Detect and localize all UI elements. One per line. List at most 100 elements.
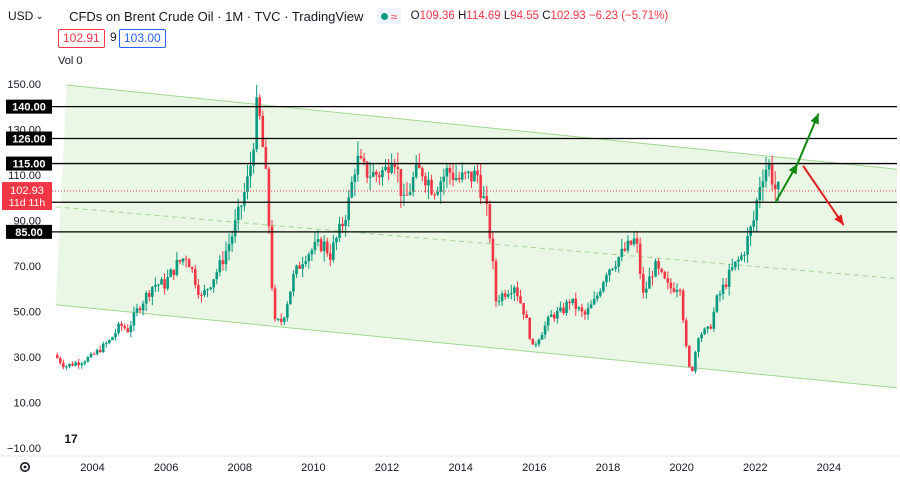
candle [473,165,476,182]
candle-body [648,276,651,289]
level-tag-label: 140.00 [12,102,46,114]
currency-label[interactable]: USD [8,9,34,23]
candle [163,273,166,295]
candle-body [522,303,525,315]
candle [144,290,148,312]
low-value: 94.55 [510,9,540,22]
candle-body [276,318,280,320]
currency-chevron-icon[interactable]: ⌄ [35,10,44,22]
candle-body [700,334,703,339]
candle [497,295,501,306]
candle [556,307,559,324]
candle [316,230,320,247]
candle-body [132,312,136,326]
candle-body [485,196,489,204]
candle-body [470,171,473,182]
candle-body [602,282,605,292]
candle-body [605,275,608,283]
candle [718,290,722,302]
candle-body [598,291,602,296]
candle [279,313,283,326]
candle [147,289,151,302]
candle-body [236,206,240,221]
status-badge[interactable]: ≈ [376,8,402,24]
candle [89,351,93,359]
candle-body [552,314,556,319]
candle-body [101,343,105,353]
candle-body [414,164,418,177]
candle [375,169,378,183]
candle-body [120,323,123,327]
candle [298,261,301,270]
candle [264,139,268,170]
candle [74,360,77,367]
candle-body [181,258,185,262]
candle-body [92,353,96,355]
candle [341,217,344,234]
candle [442,168,446,195]
candle [286,301,289,322]
candle-body [411,176,415,193]
sell-price-button[interactable]: 102.91 [58,29,105,48]
candle [292,270,295,297]
candle [282,316,286,326]
candle [319,236,323,253]
candle-body [617,257,621,267]
candle [243,182,246,212]
candle-body [525,314,528,318]
candle [273,284,277,322]
candle-body [307,254,311,262]
candle [773,171,777,200]
current-price-tag-bg [2,182,52,211]
candle-body [669,282,673,289]
candle-body [608,269,611,276]
candle-body [65,366,68,368]
candle-body [408,192,412,195]
candle-body [537,339,541,345]
candle [230,230,234,252]
candle-body [556,310,559,319]
candle-body [246,176,249,193]
candle [537,338,541,347]
candle [184,255,188,268]
candle-body [562,307,565,314]
candle-body [249,165,252,177]
buy-price-button[interactable]: 103.00 [119,29,166,48]
candle-body [68,363,71,367]
candle [328,244,332,267]
candle [528,316,532,341]
candle-body [350,181,354,198]
candle-body [197,284,200,295]
candle [648,267,651,289]
candle [595,292,599,302]
candle [307,251,311,269]
candle-body [98,349,102,353]
candle [666,271,670,290]
current-price-label: 102.93 [10,185,44,197]
candle [108,339,111,345]
candle-body [589,304,593,309]
candle [172,269,176,280]
candle [669,278,673,294]
x-tick-label: 2010 [301,462,325,474]
candle-body [267,168,271,227]
candle-body [457,177,461,180]
candle-body [344,219,347,227]
y-tick-label: 90.00 [13,215,41,227]
candle [730,258,734,272]
settings-gear-icon[interactable] [20,462,30,472]
candle [740,252,743,262]
candle-body [623,248,627,251]
candle [95,348,99,356]
candle-body [724,284,728,287]
candle-body [506,294,510,297]
candle-body [641,273,645,293]
candle [310,247,314,262]
x-tick-label: 2022 [743,462,767,474]
candle-body [776,181,780,190]
candle-body [651,276,654,278]
candle-body [482,196,486,198]
candle [209,286,212,291]
